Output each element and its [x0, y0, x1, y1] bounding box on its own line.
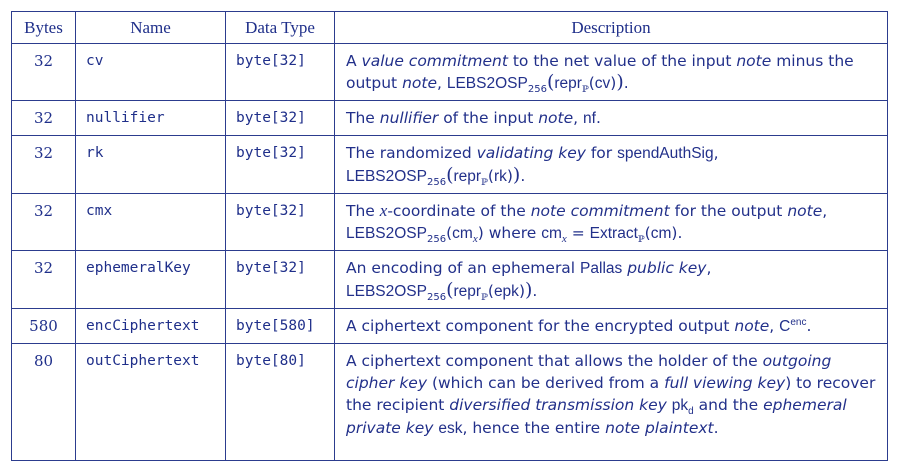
cell-bytes: 32: [11, 100, 76, 136]
cell-description: The nullifier of the input note, nf.: [334, 100, 888, 136]
cell-bytes: 32: [11, 135, 76, 194]
cell-bytes: 580: [11, 308, 76, 344]
cell-bytes: 32: [11, 193, 76, 251]
cell-name: rk: [75, 135, 226, 194]
cell-data-type: byte[32]: [225, 250, 335, 309]
cell-data-type: byte[32]: [225, 135, 335, 194]
cell-description: An encoding of an ephemeral Pallas publi…: [334, 250, 888, 309]
table-row: 32 cmx byte[32] The x-coordinate of the …: [11, 193, 888, 251]
cell-name: cmx: [75, 193, 226, 251]
cell-name: outCiphertext: [75, 343, 226, 461]
header-bytes: Bytes: [11, 11, 76, 44]
cell-name: ephemeralKey: [75, 250, 226, 309]
table-row: 580 encCiphertext byte[580] A ciphertext…: [11, 308, 888, 344]
header-data-type: Data Type: [225, 11, 335, 44]
cell-description: The x-coordinate of the note commitment …: [334, 193, 888, 251]
cell-description: A ciphertext component for the encrypted…: [334, 308, 888, 344]
table-row: 32 nullifier byte[32] The nullifier of t…: [11, 100, 888, 136]
cell-bytes: 32: [11, 43, 76, 101]
cell-description: The randomized validating key for spendA…: [334, 135, 888, 194]
cell-data-type: byte[32]: [225, 43, 335, 101]
page: Bytes Name Data Type Description 32 cv b…: [11, 11, 888, 461]
cell-data-type: byte[32]: [225, 100, 335, 136]
cell-name: encCiphertext: [75, 308, 226, 344]
header-name: Name: [75, 11, 226, 44]
table-row: 80 outCiphertext byte[80] A ciphertext c…: [11, 343, 888, 461]
cell-data-type: byte[80]: [225, 343, 335, 461]
cell-description: A value commitment to the net value of t…: [334, 43, 888, 101]
table-row: 32 ephemeralKey byte[32] An encoding of …: [11, 250, 888, 309]
cell-name: nullifier: [75, 100, 226, 136]
field-table: Bytes Name Data Type Description 32 cv b…: [11, 11, 888, 461]
table-row: 32 rk byte[32] The randomized validating…: [11, 135, 888, 194]
cell-name: cv: [75, 43, 226, 101]
header-description: Description: [334, 11, 888, 44]
cell-bytes: 32: [11, 250, 76, 309]
table-row: 32 cv byte[32] A value commitment to the…: [11, 43, 888, 101]
cell-data-type: byte[580]: [225, 308, 335, 344]
cell-bytes: 80: [11, 343, 76, 461]
cell-description: A ciphertext component that allows the h…: [334, 343, 888, 461]
header-row: Bytes Name Data Type Description: [11, 11, 888, 44]
cell-data-type: byte[32]: [225, 193, 335, 251]
